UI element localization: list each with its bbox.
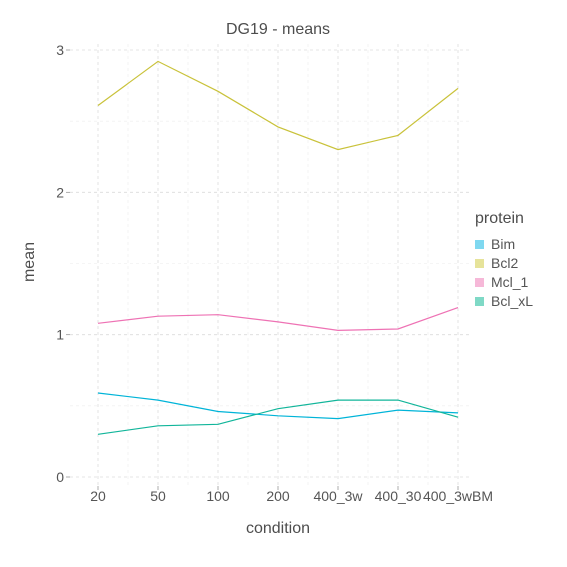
y-tick-label: 2 — [56, 184, 64, 200]
legend-label-bcl-xl: Bcl_xL — [491, 293, 533, 309]
x-tick-label: 400_3w — [313, 488, 363, 504]
grid — [70, 44, 470, 486]
legend-key-bcl2 — [475, 259, 484, 268]
y-tick-label: 3 — [56, 42, 64, 58]
x-axis-title: condition — [246, 520, 310, 537]
x-tick-label: 200 — [266, 488, 290, 504]
legend-label-bcl2: Bcl2 — [491, 255, 518, 271]
legend-label-bim: Bim — [491, 236, 515, 252]
x-tick-label: 400_30 — [375, 488, 422, 504]
series-lines — [97, 60, 459, 435]
legend-label-mcl-1: Mcl_1 — [491, 274, 529, 290]
legend-key-bcl-xl — [475, 297, 484, 306]
legend: protein Bim Bcl2 Mcl_1 Bcl_xL — [475, 210, 533, 309]
legend-title: protein — [475, 210, 524, 227]
y-axis: 0 1 2 3 — [56, 42, 70, 485]
y-tick-label: 1 — [56, 327, 64, 343]
x-tick-label: 50 — [150, 488, 166, 504]
y-axis-title: mean — [21, 242, 38, 282]
x-tick-label: 20 — [90, 488, 106, 504]
x-axis: 20 50 100 200 400_3w 400_30 400_3wBM — [90, 486, 493, 504]
x-tick-label: 400_3wBM — [423, 488, 493, 504]
series-line-bim — [97, 392, 459, 420]
series-line-mcl-1 — [97, 307, 459, 332]
legend-key-bim — [475, 240, 484, 249]
x-tick-label: 100 — [206, 488, 230, 504]
y-tick-label: 0 — [56, 469, 64, 485]
series-line-bcl-xl — [97, 399, 459, 435]
chart-title: DG19 - means — [226, 21, 330, 38]
series-line-bcl2 — [97, 60, 459, 151]
legend-key-mcl-1 — [475, 278, 484, 287]
